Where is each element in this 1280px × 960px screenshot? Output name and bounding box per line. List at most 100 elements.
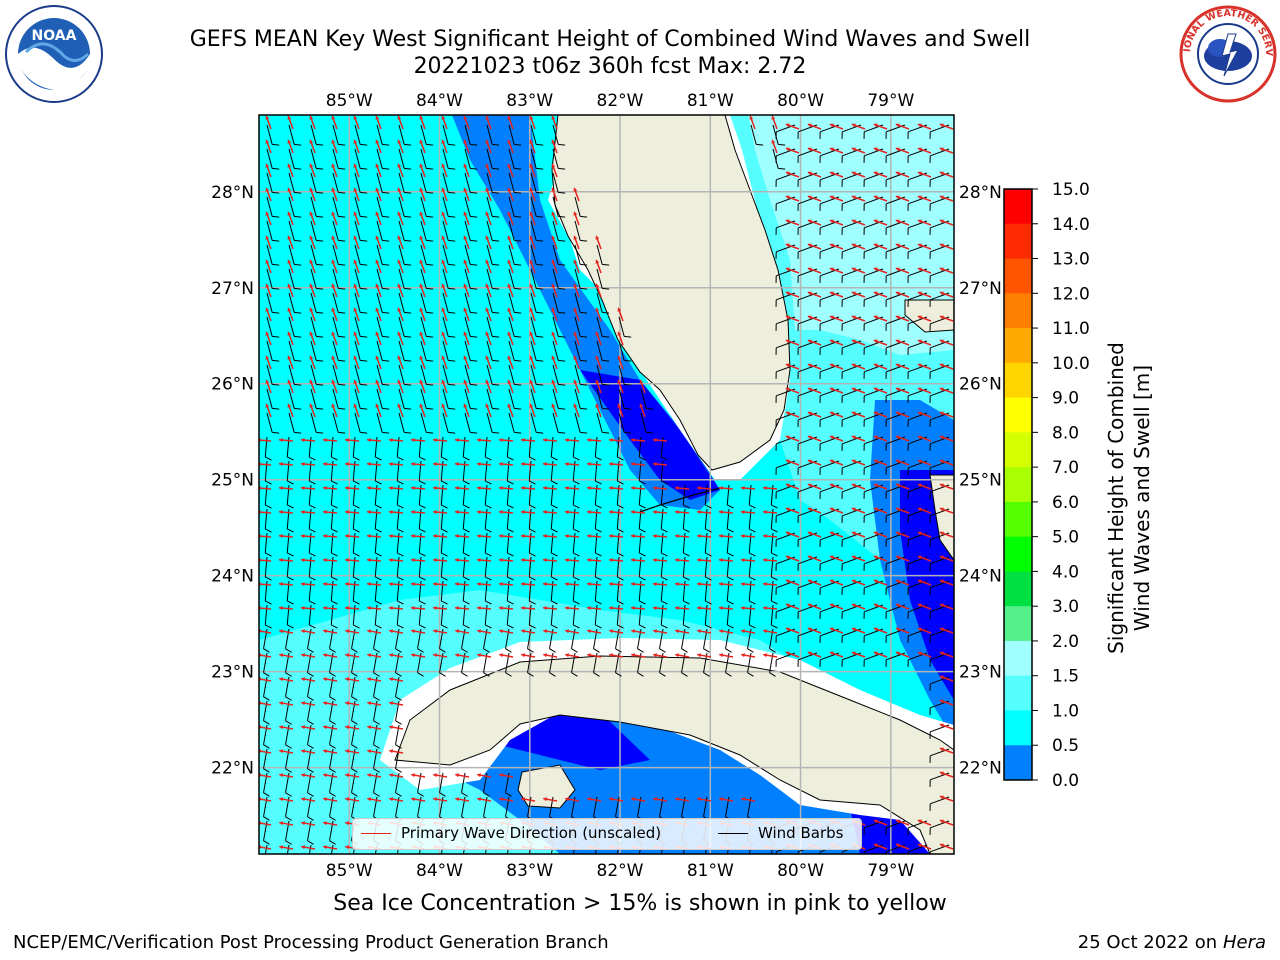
wind-barb-flag bbox=[771, 576, 778, 581]
wave-arrowhead bbox=[829, 579, 834, 584]
wind-barb-flag bbox=[747, 648, 754, 653]
wind-barb-flag bbox=[382, 311, 390, 314]
wave-arrowhead bbox=[785, 291, 790, 296]
colorbar-tick-label: 1.5 bbox=[1052, 667, 1079, 687]
wind-barb bbox=[266, 388, 273, 409]
wind-barb-flag bbox=[263, 816, 270, 821]
wave-arrowhead bbox=[807, 195, 812, 200]
wave-arrowhead bbox=[851, 507, 856, 512]
wave-arrowhead bbox=[573, 307, 578, 312]
wind-barb-flag bbox=[426, 287, 434, 290]
wind-barb-flag bbox=[646, 407, 654, 410]
wind-barb-flag bbox=[351, 672, 358, 677]
wave-arrowhead bbox=[265, 211, 270, 216]
wave-arrowhead bbox=[675, 486, 679, 491]
wave-arrowhead bbox=[785, 123, 790, 128]
colorbar-segment bbox=[1004, 675, 1032, 711]
wave-arrowhead bbox=[873, 387, 878, 392]
wave-arrowhead bbox=[917, 171, 922, 176]
wave-arrowhead bbox=[397, 331, 402, 336]
wind-barb-flag bbox=[404, 431, 412, 434]
wind-barb-flag bbox=[514, 407, 522, 410]
wave-arrowhead bbox=[917, 147, 922, 152]
colorbar-label-line1: Significant Height of Combined bbox=[1104, 342, 1128, 654]
wind-barb bbox=[508, 172, 515, 193]
wind-barb-flag bbox=[771, 600, 778, 605]
wind-barb-flag bbox=[639, 480, 646, 485]
wave-arrowhead bbox=[895, 291, 900, 296]
wind-barb bbox=[442, 196, 449, 217]
wave-arrowhead bbox=[719, 582, 723, 587]
wave-arrowhead bbox=[507, 283, 512, 288]
wind-barb-flag bbox=[485, 480, 492, 485]
wave-arrowhead bbox=[441, 355, 446, 360]
wave-arrowhead bbox=[463, 403, 468, 408]
wave-arrowhead bbox=[529, 403, 534, 408]
wave-arrowhead bbox=[279, 773, 283, 778]
wave-arrowhead bbox=[301, 606, 305, 611]
wind-barb bbox=[530, 340, 537, 361]
wind-barb bbox=[640, 388, 647, 409]
wave-arrowhead bbox=[411, 629, 415, 634]
wave-arrowhead bbox=[367, 558, 371, 563]
wind-barb-flag bbox=[373, 696, 380, 701]
wind-barb-flag bbox=[778, 143, 786, 146]
wave-arrowhead bbox=[807, 651, 812, 656]
wave-arrowhead bbox=[397, 355, 402, 360]
wave-arrowhead bbox=[551, 331, 556, 336]
wind-barb-flag bbox=[536, 335, 544, 338]
wind-barb-flag bbox=[727, 624, 734, 629]
footer-branch: NCEP/EMC/Verification Post Processing Pr… bbox=[13, 932, 609, 953]
wave-arrowhead bbox=[367, 749, 371, 754]
wind-barb bbox=[464, 124, 471, 145]
colorbar-segment bbox=[1004, 571, 1032, 607]
wave-arrowhead bbox=[485, 259, 490, 264]
wave-arrowhead bbox=[331, 355, 336, 360]
wind-barb-flag bbox=[285, 840, 292, 845]
wind-barb-flag bbox=[770, 865, 776, 869]
wind-barb-flag bbox=[580, 215, 588, 218]
colorbar-segment bbox=[1004, 293, 1032, 329]
wave-arrowhead bbox=[529, 115, 534, 120]
wind-barb bbox=[288, 292, 295, 313]
wind-barb-flag bbox=[396, 865, 402, 869]
wind-barb bbox=[530, 172, 537, 193]
wind-barb bbox=[486, 244, 493, 265]
wave-arrowhead bbox=[507, 403, 512, 408]
wave-arrowhead bbox=[917, 363, 922, 368]
wave-arrowhead bbox=[463, 115, 468, 120]
wave-arrowhead bbox=[829, 651, 834, 656]
wave-arrowhead bbox=[507, 115, 512, 120]
wave-arrowhead bbox=[419, 307, 424, 312]
wind-barb-flag bbox=[505, 792, 512, 797]
wind-barb-flag bbox=[529, 528, 536, 533]
wave-arrowhead bbox=[543, 629, 547, 634]
wave-arrowhead bbox=[851, 411, 856, 416]
wind-barb-flag bbox=[683, 624, 690, 629]
wave-arrowhead bbox=[785, 363, 790, 368]
wind-barb bbox=[442, 364, 449, 385]
wave-arrowhead bbox=[433, 629, 437, 634]
wave-arrowhead bbox=[851, 387, 856, 392]
wind-barb-flag bbox=[448, 191, 456, 194]
bahamas-land-north bbox=[904, 299, 954, 333]
colorbar-segment bbox=[1004, 223, 1032, 260]
wind-barb-flag bbox=[373, 768, 380, 773]
wave-arrowhead bbox=[551, 139, 556, 144]
wind-barb-flag bbox=[360, 335, 368, 338]
wind-barb bbox=[310, 412, 317, 433]
wind-barb-flag bbox=[448, 383, 456, 386]
wave-arrowhead bbox=[301, 653, 305, 658]
wave-arrowhead bbox=[873, 819, 878, 824]
wave-arrowhead bbox=[529, 259, 534, 264]
wave-arrowhead bbox=[345, 653, 349, 658]
wave-arrowhead bbox=[939, 363, 944, 368]
wind-barb bbox=[508, 220, 515, 241]
wave-arrowhead bbox=[441, 187, 446, 192]
wind-barb-flag bbox=[338, 239, 346, 242]
wind-barb bbox=[420, 244, 427, 265]
wave-arrowhead bbox=[389, 653, 393, 658]
wind-barb-flag bbox=[580, 263, 588, 266]
wind-barb bbox=[288, 172, 295, 193]
wind-barb-flag bbox=[360, 383, 368, 386]
